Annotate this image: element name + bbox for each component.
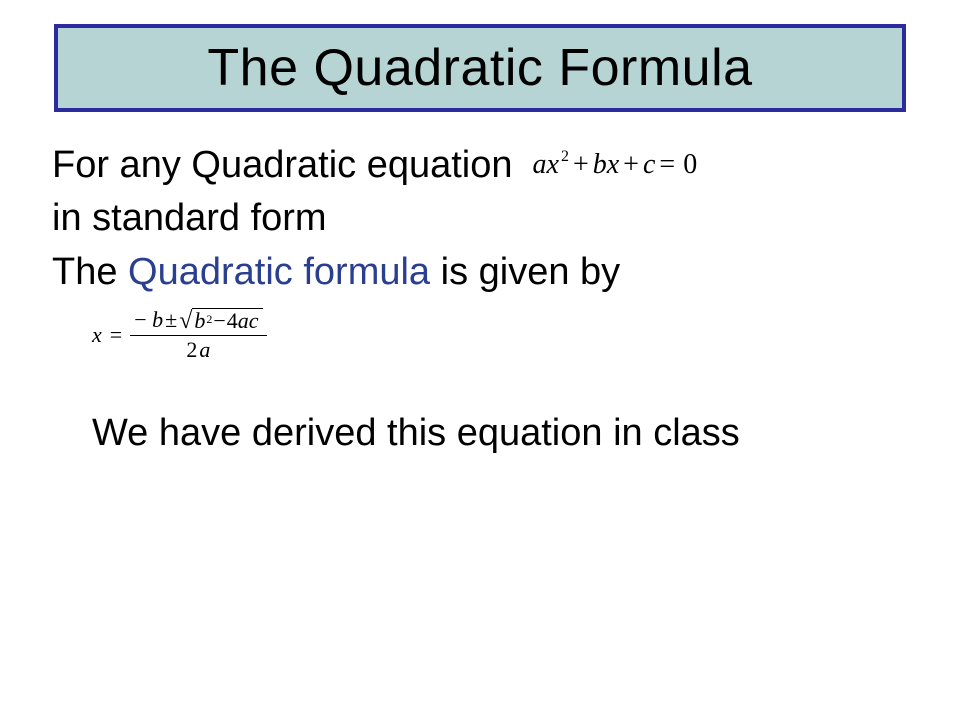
eq-plus1: + [569,149,593,180]
qf-equals: = [110,320,122,350]
line3-part1: The [52,251,128,293]
eq-equals: = [655,149,679,180]
slide: The Quadratic Formula For any Quadratic … [0,0,960,720]
slide-body: For any Quadratic equation ax2+bx+c=0 in… [52,140,908,460]
body-line-2: in standard form [52,193,908,244]
eq-b: b [593,149,607,180]
standard-form-equation: ax2+bx+c=0 [533,146,702,184]
qf-denominator: 2a [182,338,214,362]
radical-icon: √ [179,309,192,334]
slide-title: The Quadratic Formula [207,38,752,98]
body-line-1: For any Quadratic equation ax2+bx+c=0 [52,140,908,191]
qf-numerator: − b ± √ b2 − 4ac [130,308,266,333]
line1-text: For any Quadratic equation [52,140,513,191]
qf-fraction: − b ± √ b2 − 4ac 2a [130,308,266,362]
body-line-3: The Quadratic formula is given by [52,247,908,298]
qf-b2-b: b [194,309,205,333]
qf-plusminus: ± [165,308,177,332]
qf-radicand: b2 − 4ac [192,308,262,333]
eq-exp: 2 [559,148,569,165]
qf-sqrt: √ b2 − 4ac [179,308,262,333]
closing-line: We have derived this equation in class [92,408,908,459]
eq-plus2: + [619,149,643,180]
qf-4ac: 4ac [227,309,259,333]
qf-b2-exp: 2 [206,313,212,326]
eq-zero: 0 [679,149,701,180]
eq-c: c [643,149,655,180]
qf-minus-b: − b [134,308,163,332]
title-box: The Quadratic Formula [54,24,906,112]
qf-fraction-bar [130,335,266,336]
quadratic-formula-term: Quadratic formula [128,251,430,293]
eq-x2: x [607,149,619,180]
qf-x: x [92,320,102,350]
eq-x1: x [547,149,559,180]
eq-a: a [533,149,547,180]
qf-minus: − [213,309,225,333]
line3-part2: is given by [430,251,620,293]
quadratic-formula-equation: x = − b ± √ b2 − 4ac 2a [92,308,908,362]
